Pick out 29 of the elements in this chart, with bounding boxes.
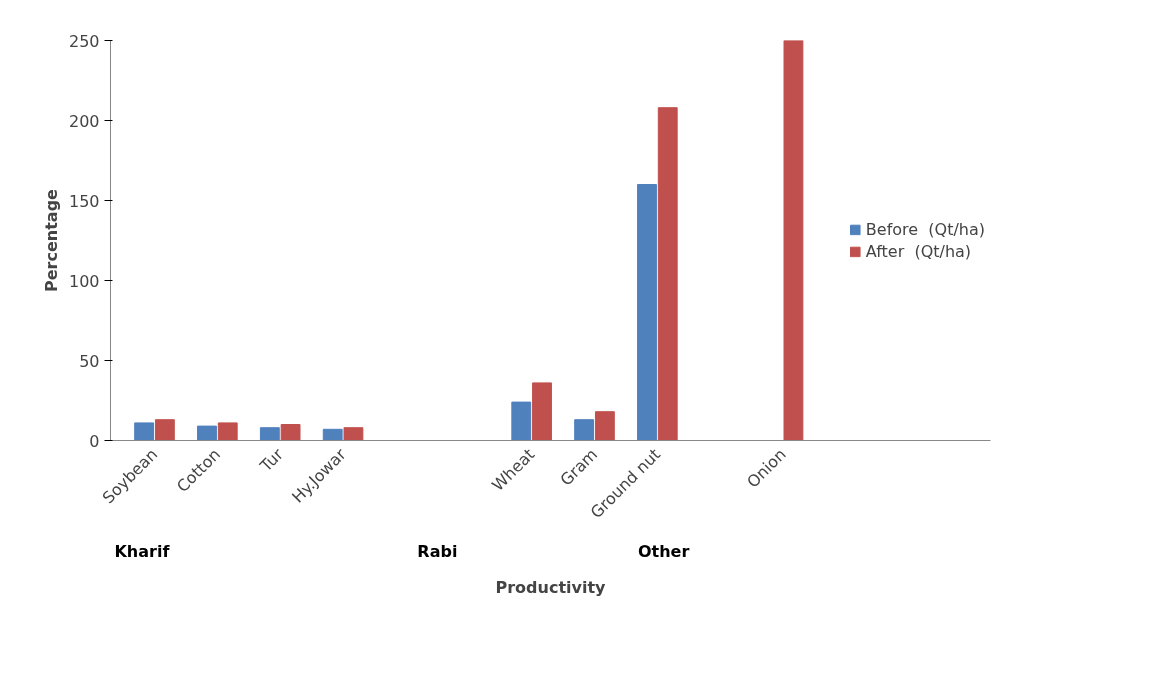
text: Other xyxy=(637,542,690,561)
bar xyxy=(343,427,364,441)
bar xyxy=(154,419,175,441)
bar xyxy=(197,425,217,441)
bar xyxy=(217,422,238,441)
bar xyxy=(322,428,343,441)
x-tick-label: Tur xyxy=(255,444,288,476)
bar xyxy=(532,382,552,441)
y-tick-label: 100 xyxy=(68,271,100,291)
bar xyxy=(511,401,532,441)
bar xyxy=(280,424,301,441)
bar xyxy=(657,107,678,441)
y-tick-label: 200 xyxy=(68,111,100,131)
legend-label: Before (Qt/ha) xyxy=(865,219,985,239)
text: Rabi xyxy=(417,542,458,561)
bar xyxy=(134,422,155,441)
bar xyxy=(783,40,804,441)
x-axis-title: Productivity xyxy=(495,577,607,597)
bar xyxy=(574,419,595,441)
y-tick-label: 150 xyxy=(68,191,100,211)
text: Kharif xyxy=(114,542,171,561)
y-tick-label: 0 xyxy=(89,431,100,451)
y-axis-title: Percentage xyxy=(41,188,61,292)
bar xyxy=(637,184,657,441)
bar xyxy=(594,411,615,441)
y-tick-label: 250 xyxy=(68,31,100,51)
bar xyxy=(259,427,280,441)
y-tick-label: 50 xyxy=(79,351,100,371)
legend-label: After (Qt/ha) xyxy=(865,241,972,261)
